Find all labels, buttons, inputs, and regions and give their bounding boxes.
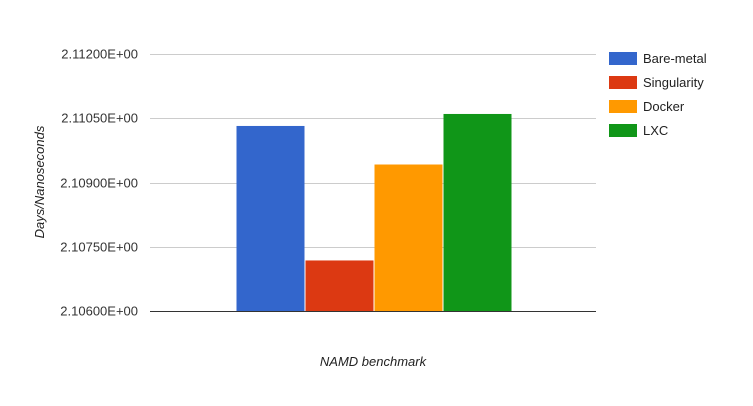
bar-lxc [443, 113, 512, 311]
legend: Bare-metal Singularity Docker LXC [609, 51, 707, 138]
legend-swatch [609, 100, 637, 113]
legend-label: LXC [643, 123, 668, 138]
gridlines [150, 54, 596, 312]
legend-swatch [609, 52, 637, 65]
legend-label: Docker [643, 99, 685, 114]
bars [236, 113, 512, 312]
y-tick-labels: 2.10600E+00 2.10750E+00 2.10900E+00 2.11050… [60, 47, 138, 319]
legend-label: Singularity [643, 75, 704, 90]
bar-singularity [305, 260, 374, 311]
y-tick-label: 2.11050E+00 [61, 111, 138, 126]
y-axis-title: Days/Nanoseconds [32, 125, 47, 238]
y-tick-label: 2.10600E+00 [60, 304, 138, 319]
y-tick-label: 2.10900E+00 [60, 176, 138, 191]
legend-swatch [609, 76, 637, 89]
bar-docker [374, 164, 443, 311]
legend-swatch [609, 124, 637, 137]
y-tick-label: 2.11200E+00 [61, 47, 138, 62]
bar-bare-metal [236, 125, 305, 312]
x-axis-title: NAMD benchmark [320, 354, 428, 369]
legend-label: Bare-metal [643, 51, 707, 66]
y-tick-label: 2.10750E+00 [60, 240, 138, 255]
